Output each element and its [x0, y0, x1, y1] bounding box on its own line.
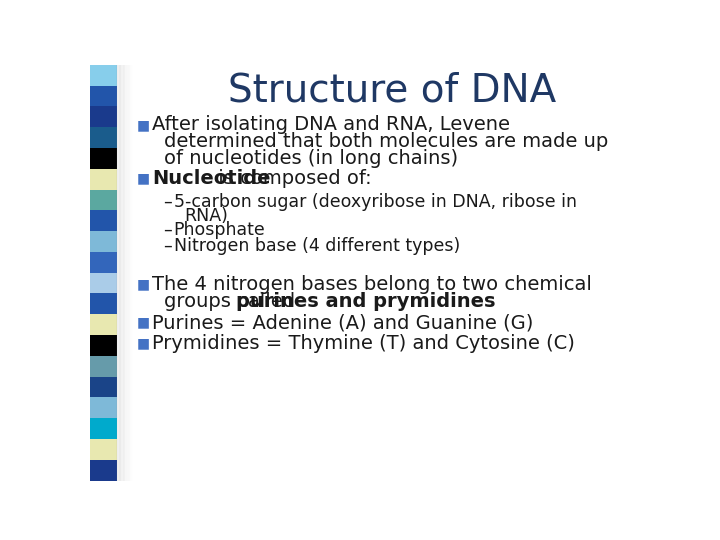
Bar	[90, 439, 117, 460]
Bar	[90, 168, 117, 190]
Text: –: –	[163, 220, 172, 239]
Bar	[90, 273, 117, 294]
Text: Prymidines = Thymine (T) and Cytosine (C): Prymidines = Thymine (T) and Cytosine (C…	[152, 334, 575, 353]
Text: determined that both molecules are made up: determined that both molecules are made …	[164, 132, 608, 151]
Text: purines and prymidines: purines and prymidines	[236, 292, 496, 310]
Text: groups called: groups called	[164, 292, 302, 310]
Text: ■: ■	[137, 172, 150, 186]
Text: ■: ■	[137, 336, 150, 350]
Text: Phosphate: Phosphate	[174, 220, 266, 239]
Bar	[90, 377, 117, 397]
Bar	[90, 148, 117, 168]
Bar	[90, 314, 117, 335]
Bar	[90, 85, 117, 106]
Bar	[90, 106, 117, 127]
Bar	[90, 210, 117, 231]
Bar	[90, 65, 117, 85]
Text: RNA): RNA)	[184, 207, 228, 226]
Bar	[90, 294, 117, 314]
Text: Purines = Adenine (A) and Guanine (G): Purines = Adenine (A) and Guanine (G)	[152, 313, 534, 332]
Bar	[90, 418, 117, 439]
Text: ■: ■	[137, 118, 150, 132]
Bar	[90, 356, 117, 377]
Text: After isolating DNA and RNA, Levene: After isolating DNA and RNA, Levene	[152, 116, 510, 134]
Bar	[90, 252, 117, 273]
Bar	[90, 397, 117, 418]
Text: ■: ■	[137, 277, 150, 291]
Bar	[90, 231, 117, 252]
Text: The 4 nitrogen bases belong to two chemical: The 4 nitrogen bases belong to two chemi…	[152, 275, 592, 294]
Bar	[90, 335, 117, 356]
Text: of nucleotides (in long chains): of nucleotides (in long chains)	[164, 149, 459, 168]
Bar	[90, 190, 117, 211]
Text: –: –	[163, 193, 172, 211]
Text: ■: ■	[137, 316, 150, 330]
Text: –: –	[163, 237, 172, 255]
Bar	[90, 460, 117, 481]
Text: 5-carbon sugar (deoxyribose in DNA, ribose in: 5-carbon sugar (deoxyribose in DNA, ribo…	[174, 193, 577, 211]
Text: Nucleotide: Nucleotide	[152, 169, 271, 188]
Text: Nitrogen base (4 different types): Nitrogen base (4 different types)	[174, 237, 460, 255]
Bar	[90, 127, 117, 148]
Text: Structure of DNA: Structure of DNA	[228, 71, 557, 109]
Text: is composed of:: is composed of:	[212, 169, 372, 188]
